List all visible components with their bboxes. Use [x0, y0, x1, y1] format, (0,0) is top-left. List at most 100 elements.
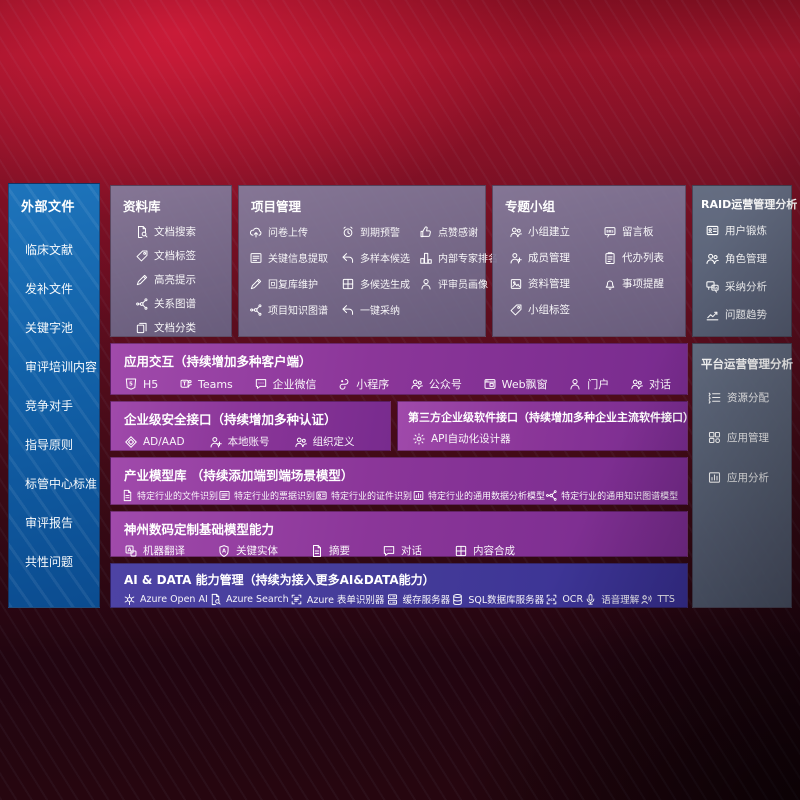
sidebar-item: 临床文献: [25, 239, 99, 258]
feature-item-label: 多候选生成: [360, 280, 410, 291]
feature-item: 一键采纳: [341, 302, 419, 317]
album-icon: [509, 277, 523, 291]
feature-item-label: 组织定义: [312, 436, 355, 448]
sidebar-item-label: 审评报告: [25, 516, 74, 530]
idcard-icon: [315, 489, 328, 502]
feature-item: AD/AAD: [124, 435, 185, 449]
feature-item: 内部专家排名: [419, 250, 498, 265]
feature-item: 留言板: [603, 224, 687, 239]
feature-item: 关键实体: [217, 543, 278, 558]
pen-icon: [249, 277, 263, 291]
row-title: AI & DATA 能力管理（持续为接入更多AI&DATA能力）: [124, 573, 435, 587]
project-item-list: 问卷上传 到期预警 点赞感谢 关键信息提取 多样本候选 内部专家排名 回复库维护…: [239, 215, 498, 317]
feature-item: 企业微信: [254, 376, 317, 392]
shield-icon: [217, 544, 231, 558]
sidebar-item-label: 标管中心标准: [25, 477, 98, 491]
person-add-icon: [509, 251, 523, 265]
base-model-item-list: 机器翻译 关键实体 摘要 对话 内容合成: [111, 538, 687, 558]
panel-title: 资料库: [123, 199, 161, 214]
sidebar-item: 指导原则: [25, 434, 99, 453]
feature-item: H5: [124, 377, 158, 391]
row-title: 第三方企业级软件接口（持续增加多种企业主流软件接口）: [408, 411, 694, 424]
feature-item-label: Teams: [197, 377, 233, 391]
db-icon: [451, 593, 464, 606]
browser-icon: [483, 377, 497, 391]
feature-item-label: TTS: [657, 593, 675, 605]
row-title: 产业模型库 （持续添加端到端场景模型）: [124, 468, 354, 483]
row-app-interaction: 应用交互（持续增加多种客户端） H5 Teams 企业微信 小程序 公众号 We…: [110, 343, 688, 395]
panel-title: 专题小组: [505, 199, 556, 214]
feature-item: 特定行业的票据识别: [218, 489, 315, 502]
feature-item: 本地账号: [209, 434, 270, 449]
teams-icon: [179, 377, 193, 391]
panel-topic-groups: 专题小组 小组建立 留言板 成员管理 代办列表 资料管理 事项提醒 小组标签: [492, 185, 686, 337]
feature-item-label: 事项提醒: [622, 278, 664, 290]
feature-item: 到期预警: [341, 224, 419, 239]
feature-item-label: 关系图谱: [154, 298, 196, 310]
feature-item: 事项提醒: [603, 276, 687, 291]
feature-item-label: 项目知识图谱: [268, 306, 328, 317]
tag-icon: [135, 249, 149, 263]
feature-item: 评审员画像: [419, 276, 495, 291]
chart-box-icon: [412, 489, 425, 502]
feature-item-label: 本地账号: [227, 436, 270, 448]
repo-item-list: 文档搜索 文档标签 高亮提示 关系图谱 文档分类: [111, 215, 231, 335]
feature-item: 特定行业的证件识别: [315, 489, 412, 502]
feature-item: TTS: [640, 593, 675, 606]
feature-item-label: 机器翻译: [143, 545, 185, 557]
feature-item-label: 文档搜索: [154, 226, 196, 238]
third-party-item-list: API自动化设计器: [398, 425, 687, 446]
feature-item-label: 小组建立: [528, 226, 570, 238]
list-icon: [707, 390, 722, 405]
feature-item: 采纳分析: [705, 279, 791, 294]
feature-item: Azure Search: [209, 593, 289, 606]
openai-icon: [123, 593, 136, 606]
feature-item: 缓存服务器: [386, 592, 450, 606]
sidebar-item: 竞争对手: [25, 395, 99, 414]
feature-item: 语音理解: [584, 592, 639, 606]
feature-item: Azure Open AI: [123, 593, 208, 606]
feature-item-label: 特定行业的文件识别: [137, 492, 219, 502]
feature-item: 机器翻译: [124, 543, 185, 558]
feature-item: 内容合成: [454, 543, 515, 558]
doc-search-icon: [209, 593, 222, 606]
extract-icon: [218, 489, 231, 502]
people-icon: [294, 435, 308, 449]
people-icon: [630, 377, 644, 391]
feature-item-label: 用户锻炼: [725, 225, 767, 237]
feature-item: 应用管理: [707, 430, 791, 445]
feature-item-label: 代办列表: [622, 252, 664, 264]
net-icon: [249, 303, 263, 317]
thumb-icon: [419, 225, 433, 239]
feature-item: 对话: [630, 376, 671, 392]
panel-platform-analysis: 平台运营管理分析 资源分配 应用管理 应用分析: [692, 343, 793, 608]
row-enterprise-security-api: 企业级安全接口（持续增加多种认证） AD/AAD 本地账号 组织定义: [110, 401, 391, 451]
tag-icon: [509, 303, 523, 317]
feature-item: 问卷上传: [249, 224, 341, 239]
feature-item-label: Azure 表单识别器: [306, 595, 385, 606]
grid-icon: [707, 430, 722, 445]
feature-item: 关系图谱: [135, 296, 231, 311]
sidebar-item: 共性问题: [25, 551, 99, 570]
feature-item-label: 对话: [649, 378, 671, 391]
sidebar-item-label: 临床文献: [25, 243, 74, 257]
feature-item-label: 内容合成: [473, 545, 515, 557]
sidebar-item: 审评报告: [25, 512, 99, 531]
ai-data-item-list: Azure Open AI Azure Search Azure 表单识别器 缓…: [111, 588, 687, 606]
chat-icon: [254, 377, 268, 391]
sidebar-item-list: 临床文献 发补文件 关键字池 审评培训内容 竞争对手 指导原则 标管中心标准 审…: [21, 239, 99, 570]
feature-item-label: 特定行业的证件识别: [331, 492, 413, 502]
security-item-list: AD/AAD 本地账号 组织定义: [111, 428, 390, 449]
net-icon: [135, 297, 149, 311]
extract-icon: [249, 251, 263, 265]
feature-item-label: AD/AAD: [143, 435, 185, 448]
feature-item-label: 文档分类: [154, 322, 196, 334]
groups-item-list: 小组建立 留言板 成员管理 代办列表 资料管理 事项提醒 小组标签: [493, 215, 685, 317]
cloud-up-icon: [249, 225, 263, 239]
feature-item: Teams: [179, 377, 233, 391]
feature-item-label: Web飘窗: [501, 378, 548, 391]
feature-item: SQL数据库服务器: [451, 592, 544, 606]
feature-item: 组织定义: [294, 434, 355, 449]
row-base-model-capability: 神州数码定制基础模型能力 机器翻译 关键实体 摘要 对话 内容合成: [110, 511, 688, 557]
feature-item: 点赞感谢: [419, 224, 495, 239]
